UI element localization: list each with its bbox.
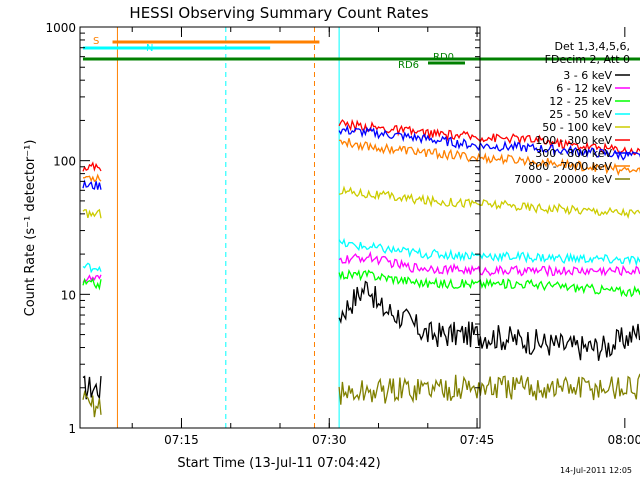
state-flags: S N RD0 RD6 [82,36,640,71]
y-tick-label: 10 [61,288,76,302]
flag-label: N [146,43,153,54]
series-line [82,185,640,219]
flag-label: S [93,36,99,47]
flag-label: RD6 [398,60,419,71]
y-axis-label: Count Rate (s⁻¹ detector⁻¹) [23,140,38,317]
y-tick-label: 100 [53,155,76,169]
chart-title: HESSI Observing Summary Count Rates [129,4,428,22]
vertical-markers [116,27,340,428]
series-line [82,124,640,190]
legend-label: 300 - 800 keV [535,147,612,160]
plot-area [80,27,480,428]
legend-label: 12 - 25 keV [549,95,612,108]
legend-label: 100 - 300 keV [535,134,612,147]
flag-label: RD0 [433,52,454,63]
series-line [82,118,640,172]
series-lines [82,118,640,418]
legend-label: 25 - 50 keV [549,108,612,121]
legend-header: Det 1,3,4,5,6, FDecim 2, Att 0 [484,40,630,66]
legend-label: 7000 - 20000 keV [514,173,612,186]
x-axis-label: Start Time (13-Jul-11 07:04:42) [177,456,380,471]
series-line [83,138,640,183]
series-line [82,268,640,298]
x-tick-label: 07:30 [312,433,347,447]
legend-label: 6 - 12 keV [556,82,612,95]
x-tick-label: 07:15 [164,433,199,447]
y-tick-label: 1000 [45,21,76,35]
x-tick-label: 07:45 [460,433,495,447]
legend-label: 3 - 6 keV [563,69,612,82]
y-tick-label: 1 [68,422,76,436]
plot-timestamp: 14-Jul-2011 12:05 [559,466,632,475]
legend-header-line-2: FDecim 2, Att 0 [544,53,630,66]
series-line [82,237,640,274]
legend-label: 50 - 100 keV [542,121,612,134]
svg-text:Count Rate (s⁻¹ detector⁻¹): Count Rate (s⁻¹ detector⁻¹) [23,140,38,317]
series-line [82,373,640,418]
legend-label: 800 - 7000 keV [528,160,612,173]
series-line [82,250,640,284]
x-tick-label: 08:00 [608,433,640,447]
legend-header-line-1: Det 1,3,4,5,6, [554,40,630,53]
plot-background [80,27,480,428]
